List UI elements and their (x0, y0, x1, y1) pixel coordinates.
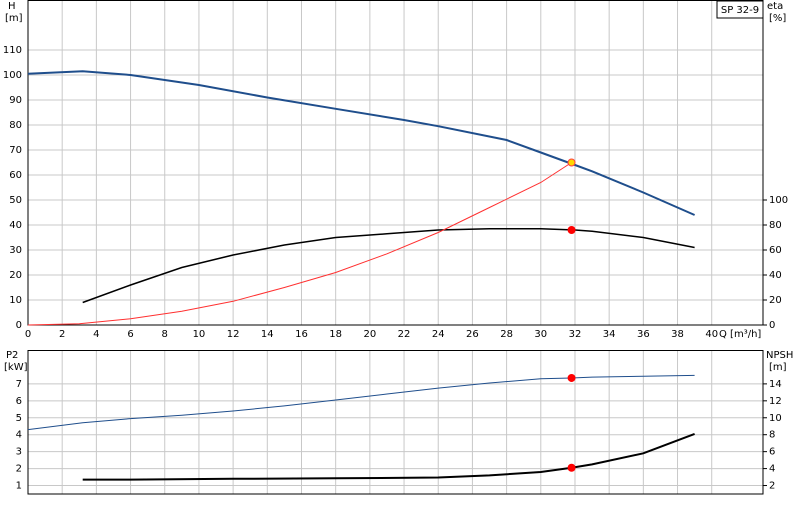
plot-frame (27, 0, 764, 326)
y-tick-label: 60 (9, 170, 22, 181)
x-tick-label: 20 (363, 329, 376, 340)
y-axis-unit: [kW] (4, 362, 28, 373)
y-axis-label: H (8, 1, 16, 12)
y-tick-label: 50 (9, 195, 22, 206)
y-tick-label: 30 (9, 245, 22, 256)
model-name: SP 32-9 (721, 5, 759, 16)
curve (27, 162, 572, 326)
x-tick-label: 2 (59, 329, 65, 340)
y-tick-label: 70 (9, 145, 22, 156)
x-tick-label: 0 (25, 329, 31, 340)
y-axis-unit: [m] (5, 13, 23, 24)
y-tick-label: 100 (3, 70, 22, 81)
y2-tick-label: 8 (769, 430, 775, 441)
y-tick-label: 110 (3, 45, 22, 56)
operating-point (567, 158, 576, 167)
y2-tick-label: 60 (769, 245, 782, 256)
y-axis-label: P2 (6, 350, 18, 361)
y-tick-label: 10 (9, 295, 22, 306)
x-tick-label: 10 (193, 329, 206, 340)
x-tick-label: 34 (603, 329, 616, 340)
curve (27, 374, 695, 431)
y-tick-label: 7 (16, 379, 22, 390)
y2-tick-label: 80 (769, 220, 782, 231)
x-tick-label: 28 (500, 329, 513, 340)
x-tick-label: 24 (432, 329, 445, 340)
curve (82, 228, 695, 304)
x-axis-label: Q [m³/h] (719, 329, 761, 340)
curve (82, 432, 695, 481)
y2-tick-label: 40 (769, 270, 782, 281)
y2-tick-label: 100 (769, 195, 788, 206)
y2-tick-label: 2 (769, 481, 775, 492)
y2-tick-label: 4 (769, 464, 775, 475)
y-tick-label: 1 (16, 481, 22, 492)
curve (27, 70, 696, 216)
y-tick-label: 80 (9, 120, 22, 131)
y2-axis-label: eta (767, 1, 783, 12)
y-tick-label: 40 (9, 220, 22, 231)
operating-point (567, 226, 576, 234)
x-tick-label: 30 (534, 329, 547, 340)
x-tick-label: 36 (637, 329, 650, 340)
x-tick-label: 4 (93, 329, 99, 340)
y-tick-label: 90 (9, 95, 22, 106)
y2-tick-label: 6 (769, 447, 775, 458)
x-tick-label: 26 (466, 329, 479, 340)
x-tick-label: 8 (162, 329, 168, 340)
y2-axis-unit: [%] (769, 13, 786, 24)
x-tick-label: 22 (398, 329, 411, 340)
y-tick-label: 3 (16, 447, 22, 458)
plot-frame (27, 350, 764, 495)
y2-tick-label: 0 (769, 320, 775, 331)
y2-axis-unit: [m] (769, 362, 787, 373)
y-tick-label: 0 (16, 320, 22, 331)
y2-tick-label: 10 (769, 413, 782, 424)
y-tick-label: 2 (16, 464, 22, 475)
x-tick-label: 18 (329, 329, 342, 340)
operating-point (567, 463, 576, 472)
x-tick-label: 40 (705, 329, 718, 340)
y2-tick-label: 12 (769, 396, 782, 407)
y-tick-label: 4 (16, 430, 22, 441)
x-tick-label: 6 (127, 329, 133, 340)
operating-point (567, 373, 576, 382)
x-tick-label: 38 (671, 329, 684, 340)
y-tick-label: 20 (9, 270, 22, 281)
y-tick-label: 5 (16, 413, 22, 424)
x-tick-label: 14 (261, 329, 274, 340)
x-tick-label: 32 (569, 329, 582, 340)
x-tick-label: 12 (227, 329, 240, 340)
y2-tick-label: 20 (769, 295, 782, 306)
x-tick-label: 16 (295, 329, 308, 340)
y2-axis-label: NPSH (766, 350, 793, 361)
y-tick-label: 6 (16, 396, 22, 407)
y2-tick-label: 14 (769, 379, 782, 390)
